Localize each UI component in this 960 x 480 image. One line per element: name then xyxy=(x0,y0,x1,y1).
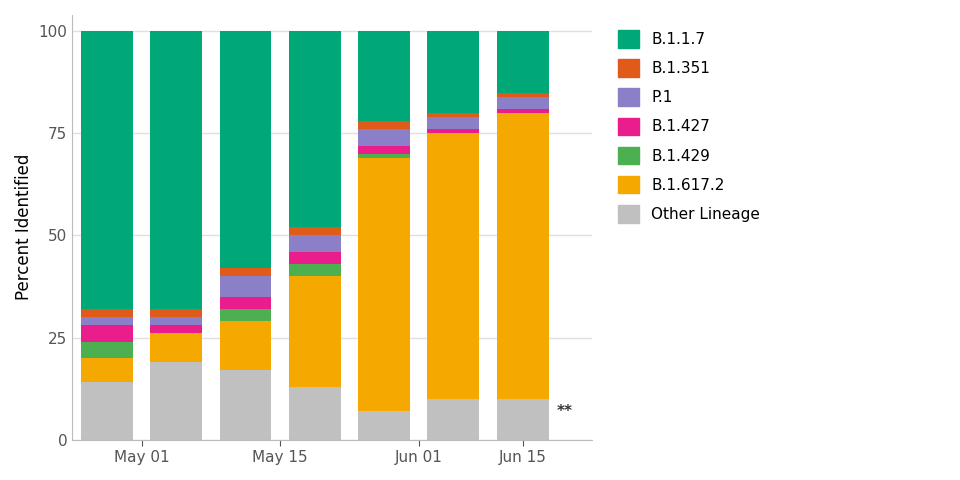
Bar xyxy=(496,399,548,440)
Bar xyxy=(358,145,410,154)
Y-axis label: Percent Identified: Percent Identified xyxy=(15,154,33,300)
Bar xyxy=(427,133,479,399)
Bar xyxy=(150,309,203,317)
Bar xyxy=(220,297,272,309)
Bar xyxy=(427,31,479,113)
Bar xyxy=(358,129,410,145)
Bar xyxy=(496,93,548,96)
Bar xyxy=(496,113,548,399)
Bar xyxy=(220,31,272,268)
Bar xyxy=(220,370,272,440)
Legend: B.1.1.7, B.1.351, P.1, B.1.427, B.1.429, B.1.617.2, Other Lineage: B.1.1.7, B.1.351, P.1, B.1.427, B.1.429,… xyxy=(610,23,768,230)
Bar xyxy=(289,228,341,236)
Bar xyxy=(289,264,341,276)
Bar xyxy=(427,117,479,129)
Bar xyxy=(150,325,203,334)
Bar xyxy=(289,236,341,252)
Bar xyxy=(427,129,479,133)
Bar xyxy=(496,96,548,109)
Text: **: ** xyxy=(556,404,572,419)
Bar xyxy=(81,31,132,309)
Bar xyxy=(358,158,410,411)
Bar xyxy=(150,334,203,362)
Bar xyxy=(81,383,132,440)
Bar xyxy=(358,121,410,129)
Bar xyxy=(150,317,203,325)
Bar xyxy=(427,399,479,440)
Bar xyxy=(81,309,132,317)
Bar xyxy=(220,276,272,297)
Bar xyxy=(358,154,410,158)
Bar xyxy=(289,31,341,228)
Bar xyxy=(81,358,132,383)
Bar xyxy=(220,268,272,276)
Bar xyxy=(289,386,341,440)
Bar xyxy=(150,362,203,440)
Bar xyxy=(81,342,132,358)
Bar xyxy=(220,309,272,321)
Bar xyxy=(496,109,548,113)
Bar xyxy=(81,325,132,342)
Bar xyxy=(150,31,203,309)
Bar xyxy=(358,31,410,121)
Bar xyxy=(496,31,548,93)
Bar xyxy=(220,321,272,370)
Bar xyxy=(427,113,479,117)
Bar xyxy=(81,317,132,325)
Bar xyxy=(289,252,341,264)
Bar xyxy=(289,276,341,386)
Bar xyxy=(358,411,410,440)
